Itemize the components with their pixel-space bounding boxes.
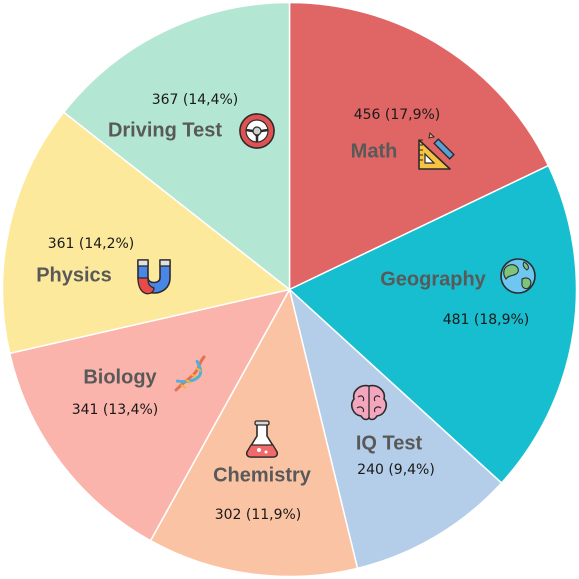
pie-slice-geography [288, 164, 578, 485]
slice-value-driving-test: 367 (14,4%) [152, 92, 239, 108]
pie-icons [137, 113, 536, 458]
magnet-icon [137, 259, 171, 295]
slice-value-math: 456 (17,9%) [354, 107, 441, 123]
slice-label-math: Math [351, 140, 398, 162]
slice-value-physics: 361 (14,2%) [48, 236, 135, 252]
pie-slice-chemistry [149, 287, 359, 578]
brain-icon [351, 384, 387, 421]
pie-labels: Math 456 (17,9%) Geography 481 (18,9%) IQ Te… [36, 92, 529, 523]
slice-value-geography: 481 (18,9%) [443, 312, 530, 328]
slice-label-biology: Biology [83, 366, 157, 388]
steering-wheel-icon [239, 113, 275, 149]
pie-slice-iq-test [288, 287, 503, 570]
slice-label-iq-test: IQ Test [356, 432, 423, 454]
dna-icon [174, 355, 206, 392]
slice-value-biology: 341 (13,4%) [72, 402, 159, 418]
slice-value-chemistry: 302 (11,9%) [215, 507, 302, 523]
pie-slice-physics [1, 111, 292, 355]
slice-label-physics: Physics [36, 264, 112, 286]
flask-icon [245, 420, 279, 458]
slice-value-iq-test: 240 (9,4%) [357, 462, 435, 478]
pie-slice-biology [8, 288, 291, 542]
slice-label-driving-test: Driving Test [108, 119, 222, 141]
globe-icon [500, 258, 536, 294]
ruler-triangle-icon [418, 131, 455, 170]
slice-label-geography: Geography [380, 268, 486, 290]
slice-label-chemistry: Chemistry [213, 464, 312, 486]
pie-slice-driving-test [62, 1, 291, 292]
